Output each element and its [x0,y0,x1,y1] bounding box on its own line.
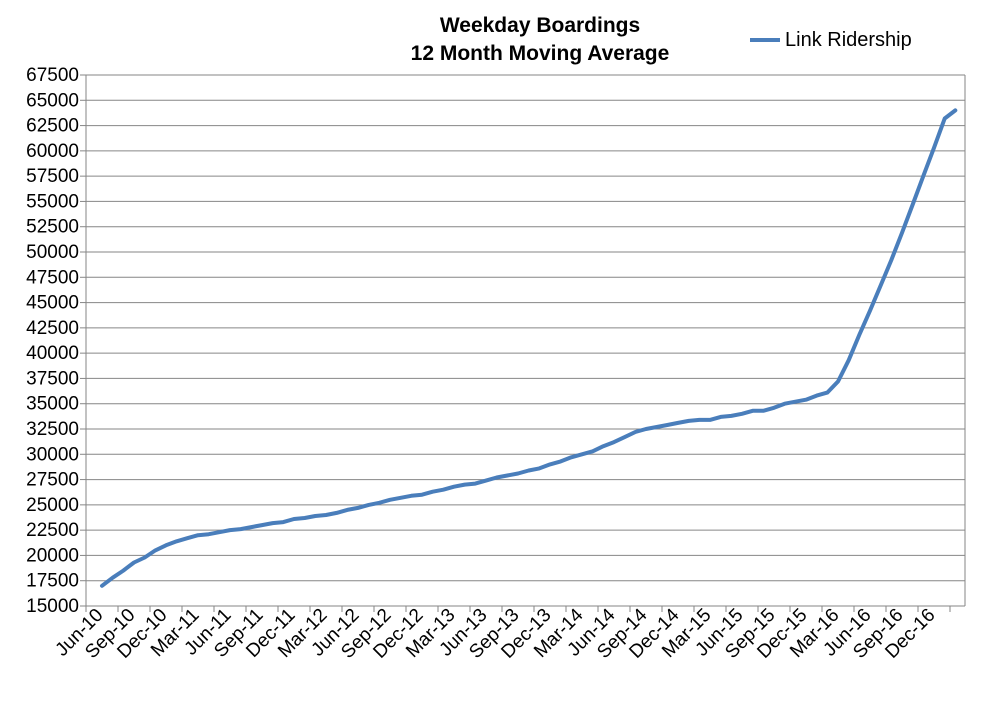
y-tick-label: 67500 [26,65,79,86]
y-tick-label: 47500 [26,267,79,288]
y-tick-labels: 15000 17500 20000 22500 25000 27500 30000 32500… [26,65,79,617]
chart-subtitle: 12 Month Moving Average [410,42,670,65]
y-tick-label: 50000 [26,242,79,263]
y-tick-label: 57500 [26,166,79,187]
y-tick-label: 35000 [26,394,79,415]
y-tick-label: 45000 [26,293,79,314]
y-tick-label: 65000 [26,90,79,111]
y-tick-label: 30000 [26,444,79,465]
legend: Link Ridership [750,27,912,53]
y-tick-label: 27500 [26,470,79,491]
y-tick-label: 42500 [26,318,79,339]
y-tick-label: 52500 [26,217,79,238]
y-tick-label: 37500 [26,368,79,389]
y-tick-label: 22500 [26,520,79,541]
y-tick-label: 15000 [26,596,79,617]
y-tick-label: 25000 [26,495,79,516]
y-tick-label: 17500 [26,571,79,592]
legend-swatch-link-ridership [750,38,780,42]
y-tick-label: 20000 [26,545,79,566]
series-lines [100,108,958,588]
y-tick-label: 60000 [26,141,79,162]
chart-title: Weekday Boardings [439,14,641,37]
y-tick-label: 62500 [26,116,79,137]
y-tick-label: 55000 [26,191,79,212]
axes [80,74,966,612]
series-line-link-ridership [100,108,958,588]
y-tick-label: 32500 [26,419,79,440]
x-tick-labels: Jun-10Sep-10Dec-10Mar-11Jun-11Sep-11Dec-… [52,604,940,662]
legend-label-link-ridership: Link Ridership [785,28,912,51]
gridlines [86,74,965,607]
y-tick-label: 40000 [26,343,79,364]
